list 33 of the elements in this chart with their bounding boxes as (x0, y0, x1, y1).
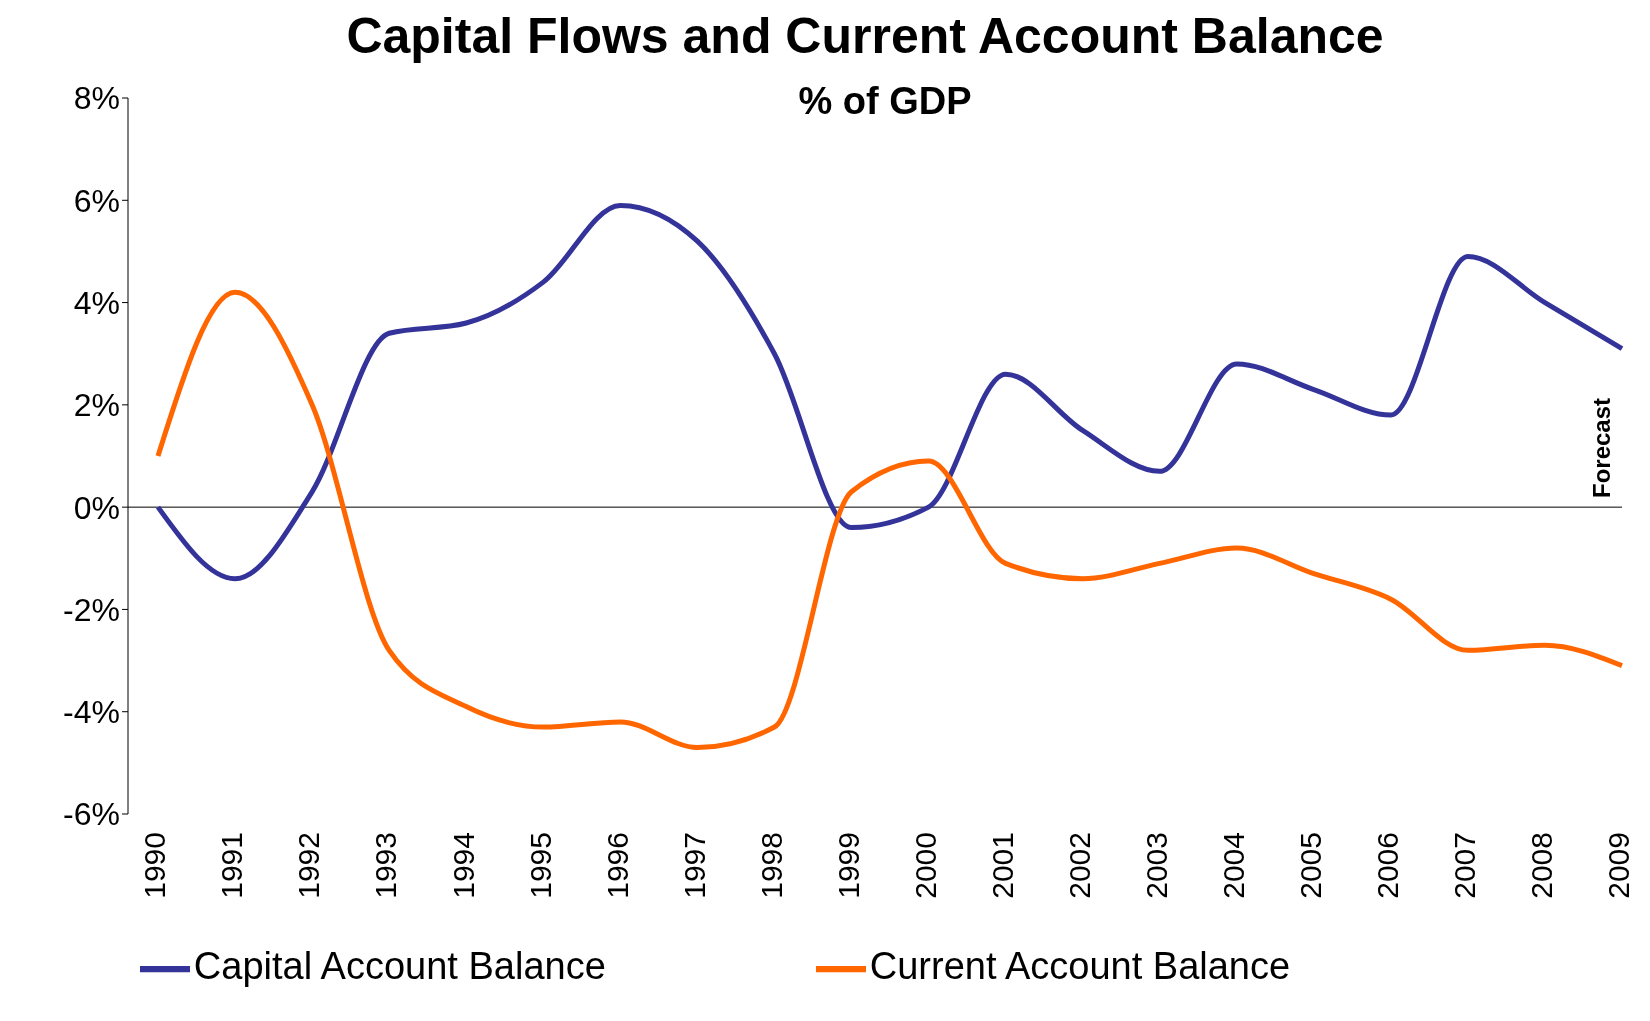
y-tick-label: -6% (63, 796, 120, 833)
y-tick-label: 4% (73, 284, 120, 321)
x-tick-label: 1994 (446, 832, 480, 899)
x-tick-label: 2004 (1217, 832, 1251, 899)
x-tick-label: 1992 (292, 832, 326, 899)
x-tick-label: 1997 (677, 832, 711, 899)
y-tick-label: 0% (73, 489, 120, 526)
x-tick-label: 2000 (908, 832, 942, 899)
legend-label: Capital Account Balance (193, 945, 606, 988)
x-tick-label: 2008 (1525, 832, 1559, 899)
x-tick-label: 1998 (754, 832, 788, 899)
x-tick-label: 1999 (831, 832, 865, 899)
x-tick-label: 1995 (523, 832, 557, 899)
x-tick-label: 2005 (1294, 832, 1328, 899)
x-tick-label: 2009 (1602, 832, 1636, 899)
chart-title: Capital Flows and Current Account Balance (345, 8, 1385, 64)
x-tick-label: 2003 (1139, 832, 1173, 899)
x-tick-label: 2007 (1448, 832, 1482, 899)
x-tick-label: 1990 (138, 832, 172, 899)
y-tick-label: -4% (63, 694, 120, 731)
y-tick-label: -2% (63, 591, 120, 628)
y-tick-label: 2% (73, 387, 120, 424)
x-tick-label: 2006 (1371, 832, 1405, 899)
y-tick-label: 8% (73, 80, 120, 117)
x-tick-label: 1996 (600, 832, 634, 899)
legend-label: Current Account Balance (869, 945, 1291, 988)
x-tick-label: 2002 (1062, 832, 1096, 899)
annotation: Forecast (1588, 397, 1616, 498)
chart-subtitle: % of GDP (797, 80, 973, 122)
x-tick-label: 2001 (985, 832, 1019, 899)
y-tick-label: 6% (73, 182, 120, 219)
x-tick-label: 1991 (215, 832, 249, 899)
x-tick-label: 1993 (369, 832, 403, 899)
